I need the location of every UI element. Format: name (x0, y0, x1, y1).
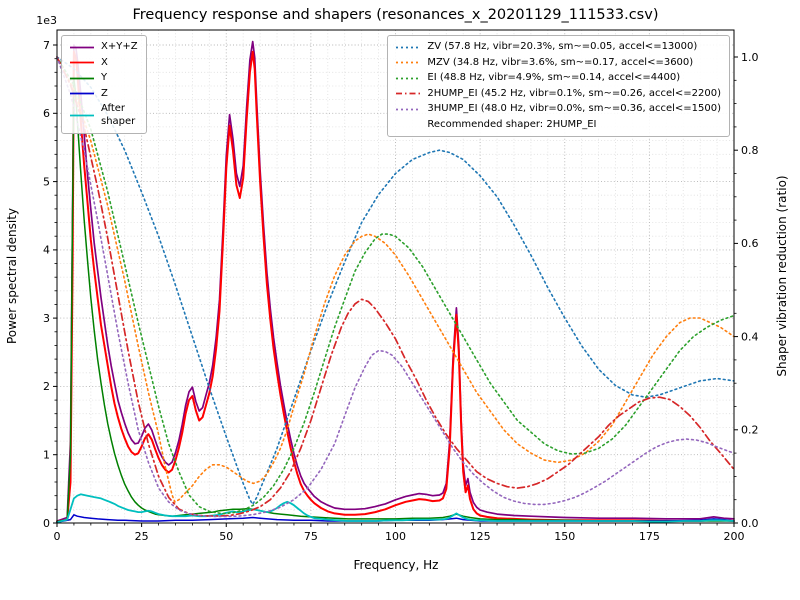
legend-label: 2HUMP_EI (45.2 Hz, vibr=0.1%, sm~=0.26, … (427, 87, 721, 99)
x-tick-label: 125 (470, 530, 491, 543)
legend-label: X (101, 56, 108, 68)
legend-entry-zv: ZV (57.8 Hz, vibr=20.3%, sm~=0.05, accel… (395, 41, 721, 54)
legend-entry-x: X (69, 57, 138, 70)
legend-entry-mzv: MZV (34.8 Hz, vibr=3.6%, sm~=0.17, accel… (395, 57, 721, 70)
legend-entry-xyz: X+Y+Z (69, 41, 138, 54)
series-ei (56, 56, 735, 515)
series-after-shaper (56, 493, 735, 524)
x-tick-label: 150 (554, 530, 575, 543)
y-left-tick-label: 0 (43, 517, 50, 530)
legend-line-sample (396, 61, 421, 64)
legend-line-sample (396, 108, 421, 111)
legend-label: X+Y+Z (101, 41, 138, 52)
legend-line-sample (396, 46, 421, 49)
legend-label: Y (101, 72, 108, 83)
y-right-tick-label: 0.8 (741, 144, 759, 157)
y-axis-offset-text: 1e3 (36, 14, 57, 27)
legend-line-sample (70, 46, 94, 49)
legend-label: MZV (34.8 Hz, vibr=3.6%, sm~=0.17, accel… (427, 56, 694, 68)
legend-label: ZV (57.8 Hz, vibr=20.3%, sm~=0.05, accel… (427, 41, 698, 52)
legend-note-spacer (395, 124, 421, 125)
y-left-tick-label: 3 (43, 312, 50, 325)
y-right-tick-label: 0.6 (741, 237, 759, 250)
series-3hump-ei (56, 56, 735, 518)
legend-entry-2hump-ei: 2HUMP_EI (45.2 Hz, vibr=0.1%, sm~=0.26, … (395, 88, 721, 101)
legend-entry-y: Y (69, 72, 138, 85)
x-tick-label: 0 (54, 530, 61, 543)
legend-line-sample (70, 114, 94, 117)
legend-shapers: ZV (57.8 Hz, vibr=20.3%, sm~=0.05, accel… (387, 35, 730, 137)
y-right-axis-label: Shaper vibration reduction (ratio) (775, 175, 789, 376)
legend-note: Recommended shaper: 2HUMP_EI (395, 119, 721, 132)
y-left-tick-label: 5 (43, 175, 50, 188)
legend-label: Z (101, 87, 108, 99)
x-tick-label: 100 (385, 530, 406, 543)
legend-line-sample (70, 61, 94, 64)
x-tick-label: 50 (219, 530, 233, 543)
y-right-tick-label: 0.4 (741, 330, 759, 343)
y-left-tick-label: 1 (43, 449, 50, 462)
x-tick-label: 25 (135, 530, 149, 543)
y-left-axis-label: Power spectral density (5, 208, 19, 344)
y-right-tick-label: 1.0 (741, 51, 759, 64)
legend-note-text: Recommended shaper: 2HUMP_EI (427, 118, 597, 130)
y-left-tick-label: 4 (43, 244, 50, 257)
series-mzv (56, 56, 735, 503)
series-zv (56, 56, 735, 506)
legend-line-sample (396, 77, 421, 80)
legend-entry-after-shaper: After shaper (69, 103, 138, 128)
y-left-tick-label: 6 (43, 107, 50, 120)
x-tick-label: 200 (724, 530, 745, 543)
chart-title: Frequency response and shapers (resonanc… (132, 7, 659, 23)
legend-line-sample (70, 77, 94, 80)
legend-line-sample (70, 92, 94, 95)
legend-label: After shaper (101, 103, 136, 127)
y-right-tick-label: 0.2 (741, 424, 759, 437)
series-x (56, 50, 735, 523)
legend-label: 3HUMP_EI (48.0 Hz, vibr=0.0%, sm~=0.36, … (427, 103, 721, 114)
y-right-tick-label: 0.0 (741, 517, 759, 530)
legend-entry-z: Z (69, 88, 138, 101)
x-tick-label: 75 (304, 530, 318, 543)
x-axis-label: Frequency, Hz (354, 558, 439, 572)
legend-psd: X+Y+Z X Y Z After shaper (61, 35, 147, 134)
legend-label: EI (48.8 Hz, vibr=4.9%, sm~=0.14, accel<… (427, 72, 681, 83)
y-left-tick-label: 2 (43, 380, 50, 393)
legend-entry-ei: EI (48.8 Hz, vibr=4.9%, sm~=0.14, accel<… (395, 72, 721, 85)
legend-entry-3hump-ei: 3HUMP_EI (48.0 Hz, vibr=0.0%, sm~=0.36, … (395, 103, 721, 116)
legend-line-sample (396, 92, 421, 95)
x-tick-label: 175 (639, 530, 660, 543)
y-left-tick-label: 7 (43, 39, 50, 52)
